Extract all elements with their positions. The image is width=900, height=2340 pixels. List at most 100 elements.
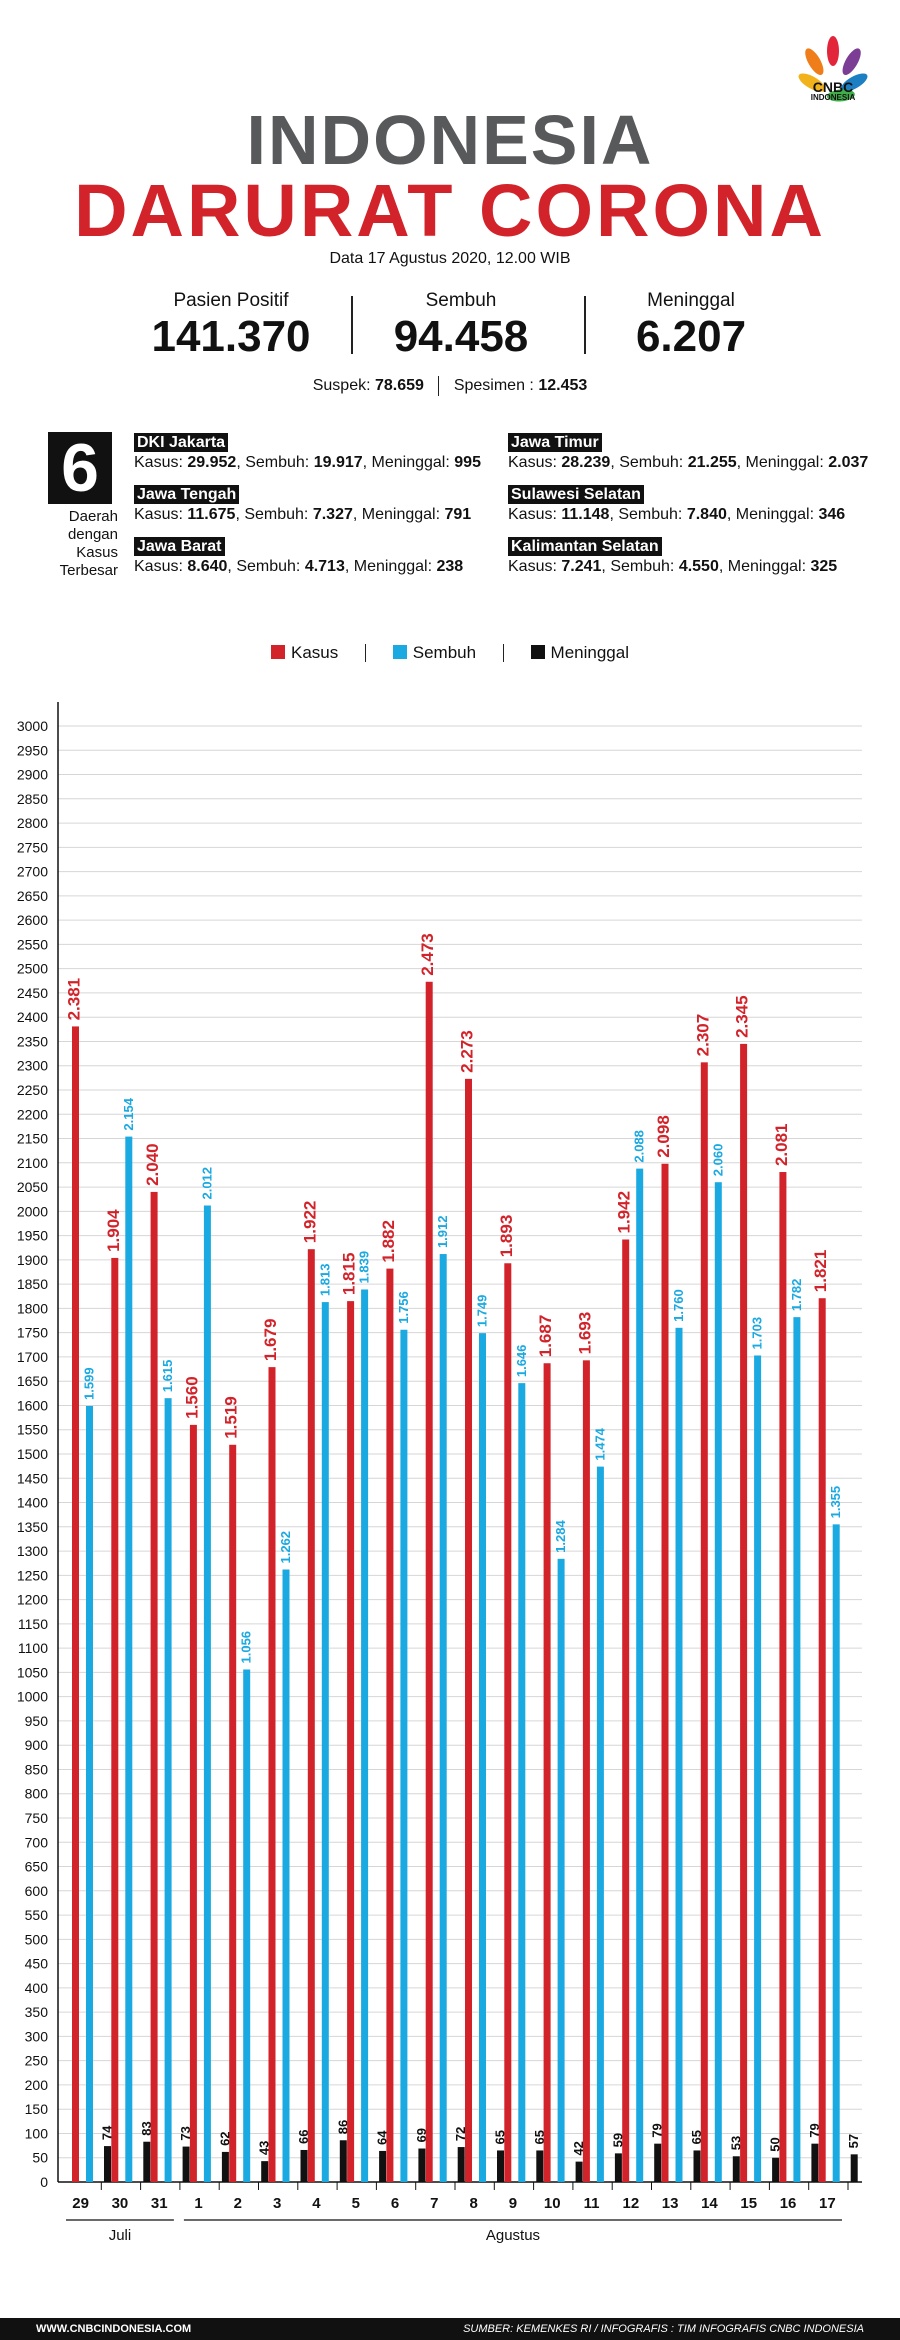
- data-label-kasus: 2.040: [143, 1143, 162, 1186]
- y-tick-label: 1350: [17, 1519, 48, 1535]
- y-tick-label: 1900: [17, 1252, 48, 1268]
- bar-sembuh: [636, 1168, 644, 2182]
- spesimen-label: Spesimen :: [453, 377, 534, 395]
- bar-sembuh: [321, 1302, 329, 2182]
- data-label-kasus: 1.922: [300, 1201, 319, 1244]
- data-label-sembuh: 2.060: [710, 1144, 725, 1177]
- month-label: Agustus: [486, 2227, 540, 2244]
- stat-divider: [351, 296, 353, 354]
- y-tick-label: 1600: [17, 1397, 48, 1413]
- bar-meninggal: [143, 2141, 151, 2182]
- data-label-kasus: 1.693: [575, 1312, 594, 1355]
- x-tick-label: 12: [623, 2195, 640, 2212]
- bar-sembuh: [832, 1524, 840, 2182]
- bar-sembuh: [164, 1398, 172, 2182]
- y-tick-label: 850: [25, 1761, 49, 1777]
- data-label-kasus: 2.081: [772, 1123, 791, 1166]
- bar-sembuh: [203, 1205, 211, 2182]
- data-label-kasus: 2.381: [65, 978, 84, 1021]
- data-label-kasus: 1.893: [497, 1215, 516, 1258]
- data-label-kasus: 1.687: [536, 1315, 555, 1358]
- y-tick-label: 150: [25, 2101, 49, 2117]
- bar-kasus: [818, 1298, 826, 2182]
- bar-sembuh: [754, 1355, 762, 2182]
- bar-meninggal: [457, 2147, 465, 2182]
- data-label-meninggal: 64: [375, 2130, 390, 2145]
- bar-meninggal: [497, 2150, 504, 2182]
- y-tick-label: 500: [25, 1931, 49, 1947]
- peacock-icon: [798, 36, 868, 102]
- legend-swatch: [392, 644, 407, 659]
- bar-sembuh: [596, 1466, 604, 2182]
- data-label-sembuh: 1.355: [828, 1486, 843, 1519]
- y-tick-label: 3000: [17, 718, 48, 734]
- data-label-sembuh: 1.474: [592, 1427, 607, 1460]
- data-label-meninggal: 83: [139, 2121, 154, 2135]
- data-label-meninggal: 57: [846, 2134, 861, 2148]
- sembuh-label: Sembuh:: [610, 558, 675, 575]
- data-label-sembuh: 1.284: [553, 1520, 568, 1553]
- bar-chart: 0501001502002503003504004505005506006507…: [17, 702, 862, 2244]
- bar-sembuh: [243, 1669, 251, 2182]
- bar-sembuh: [439, 1254, 447, 2182]
- y-tick-label: 200: [25, 2077, 49, 2093]
- data-label-meninggal: 42: [571, 2141, 586, 2155]
- region-kalimantan-selatan: Kalimantan Selatan Kasus: 7.241, Sembuh:…: [508, 537, 838, 575]
- sembuh-label: Sembuh:: [619, 454, 684, 471]
- y-tick-label: 2400: [17, 1009, 48, 1025]
- y-tick-label: 1000: [17, 1689, 48, 1705]
- bar-kasus: [504, 1263, 512, 2182]
- bar-sembuh: [793, 1317, 801, 2182]
- region-name: Jawa Tengah: [134, 485, 240, 504]
- x-tick-label: 13: [662, 2195, 679, 2212]
- meninggal-value: 995: [454, 454, 481, 471]
- bar-kasus: [582, 1360, 590, 2182]
- x-tick-label: 14: [701, 2195, 718, 2212]
- data-label-sembuh: 1.615: [160, 1360, 175, 1393]
- y-tick-label: 700: [25, 1834, 49, 1850]
- sembuh-value: 7.840: [686, 506, 727, 523]
- data-label-meninggal: 53: [728, 2136, 743, 2150]
- legend-item-sembuh: Sembuh: [392, 643, 476, 663]
- title-line-2: DARURAT CORONA: [74, 169, 826, 252]
- y-tick-label: 1500: [17, 1446, 48, 1462]
- data-label-kasus: 1.821: [811, 1250, 830, 1293]
- stat-divider: [584, 296, 586, 354]
- y-tick-label: 1200: [17, 1592, 48, 1608]
- bar-kasus: [307, 1249, 315, 2182]
- y-tick-label: 900: [25, 1737, 49, 1753]
- suspek-value: 78.659: [374, 377, 424, 395]
- bar-kasus: [700, 1062, 708, 2182]
- bar-meninggal: [379, 2150, 387, 2182]
- bar-sembuh: [282, 1569, 290, 2182]
- spesimen-value: 12.453: [538, 377, 588, 395]
- data-label-meninggal: 65: [532, 2130, 547, 2144]
- y-tick-label: 1250: [17, 1567, 48, 1583]
- region-name: Kalimantan Selatan: [508, 537, 662, 556]
- data-label-meninggal: 86: [335, 2120, 350, 2134]
- data-label-sembuh: 1.756: [396, 1291, 411, 1324]
- bar-sembuh: [714, 1182, 722, 2182]
- caption-line: Daerah: [68, 508, 118, 525]
- y-tick-label: 2900: [17, 767, 48, 783]
- stat-positif-value: 141.370: [151, 312, 311, 361]
- sembuh-label: Sembuh:: [245, 454, 310, 471]
- y-tick-label: 2050: [17, 1179, 48, 1195]
- bar-kasus: [150, 1191, 158, 2182]
- meninggal-value: 325: [810, 558, 838, 575]
- footer: WWW.CNBCINDONESIA.COM SUMBER: KEMENKES R…: [0, 2318, 900, 2340]
- region-count-caption: Daerah dengan Kasus Terbesar: [30, 508, 118, 580]
- sembuh-value: 7.327: [312, 506, 353, 523]
- stat-meninggal: Meninggal 6.207: [576, 290, 806, 362]
- data-label-meninggal: 50: [768, 2137, 783, 2151]
- legend-divider: [365, 643, 366, 662]
- kasus-value: 28.239: [561, 454, 611, 471]
- month-label: Juli: [109, 2227, 132, 2244]
- sembuh-value: 4.550: [678, 558, 719, 575]
- bar-meninggal: [575, 2161, 583, 2182]
- x-tick-label: 15: [740, 2195, 757, 2212]
- logo-text-cnbc: CNBC: [812, 79, 854, 95]
- data-label-sembuh: 2.154: [121, 1097, 136, 1130]
- legend-swatch: [530, 644, 545, 659]
- y-tick-label: 600: [25, 1883, 49, 1899]
